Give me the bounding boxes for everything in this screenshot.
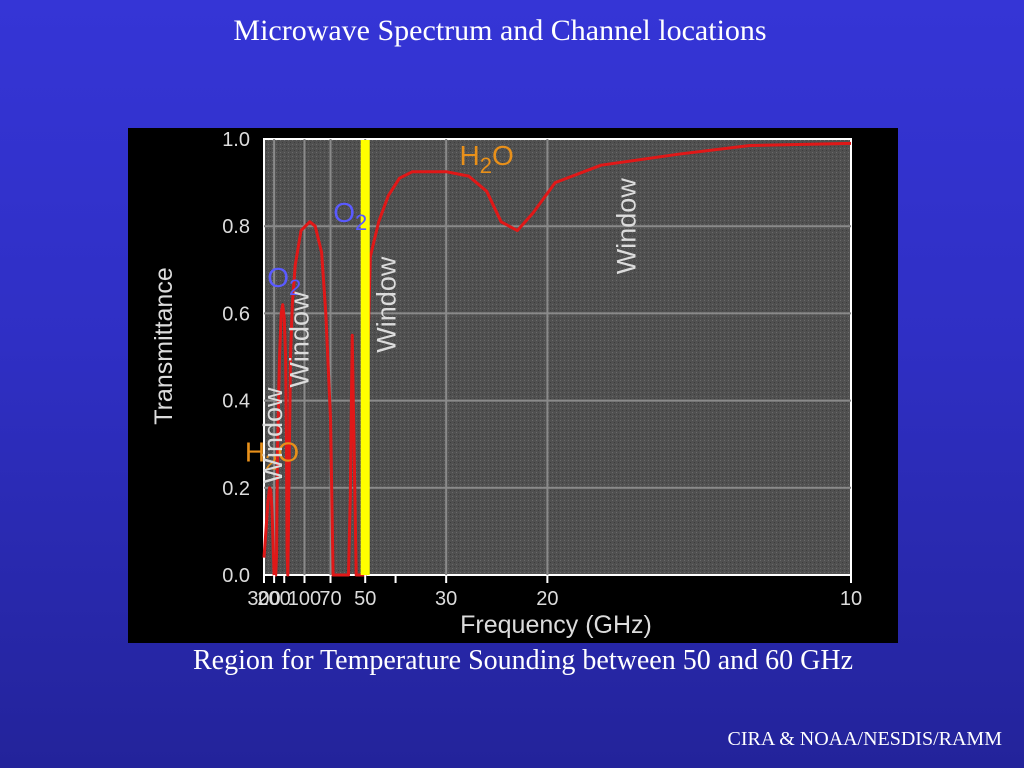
y-axis-label: Transmittance — [150, 267, 178, 424]
o2-label: O2 — [333, 197, 367, 235]
h2o-label: H2O — [460, 140, 514, 178]
y-tick-label: 0.4 — [222, 391, 250, 413]
chart-container: 0.0 0.2 0.4 0.6 0.8 1.0 300 200 100 70 50 30 20 10 H2… — [128, 128, 898, 643]
y-tick-label: 0.0 — [222, 565, 250, 587]
transmittance-line — [262, 141, 852, 577]
x-tick-label: 10 — [840, 588, 862, 610]
x-tick-label: 70 — [319, 588, 341, 610]
y-tick-label: 0.8 — [222, 216, 250, 238]
y-tick-label: 0.6 — [222, 303, 250, 325]
x-tick-label: 300 — [247, 588, 280, 610]
slide-title: Microwave Spectrum and Channel locations — [233, 14, 767, 47]
o2-label: O2 — [267, 262, 301, 300]
x-tick-label: 30 — [435, 588, 457, 610]
h2o-label: H2O — [245, 437, 299, 475]
y-tick-label: 1.0 — [222, 129, 250, 151]
x-axis-label: Frequency (GHz) — [460, 611, 652, 639]
window-label: Window — [612, 178, 642, 275]
series-layer — [262, 141, 852, 577]
window-label: Window — [284, 291, 314, 388]
x-tick-label: 200 — [257, 588, 290, 610]
x-tick-label: 20 — [536, 588, 558, 610]
x-tick-label: 50 — [354, 588, 376, 610]
y-tick-label: 0.2 — [222, 478, 250, 500]
credit-text: CIRA & NOAA/NESDIS/RAMM — [727, 728, 1002, 750]
x-tick-label: 100 — [288, 588, 321, 610]
slide-caption: Region for Temperature Sounding between … — [192, 645, 854, 676]
window-label: Window — [372, 256, 402, 353]
window-label: Window — [258, 387, 288, 484]
